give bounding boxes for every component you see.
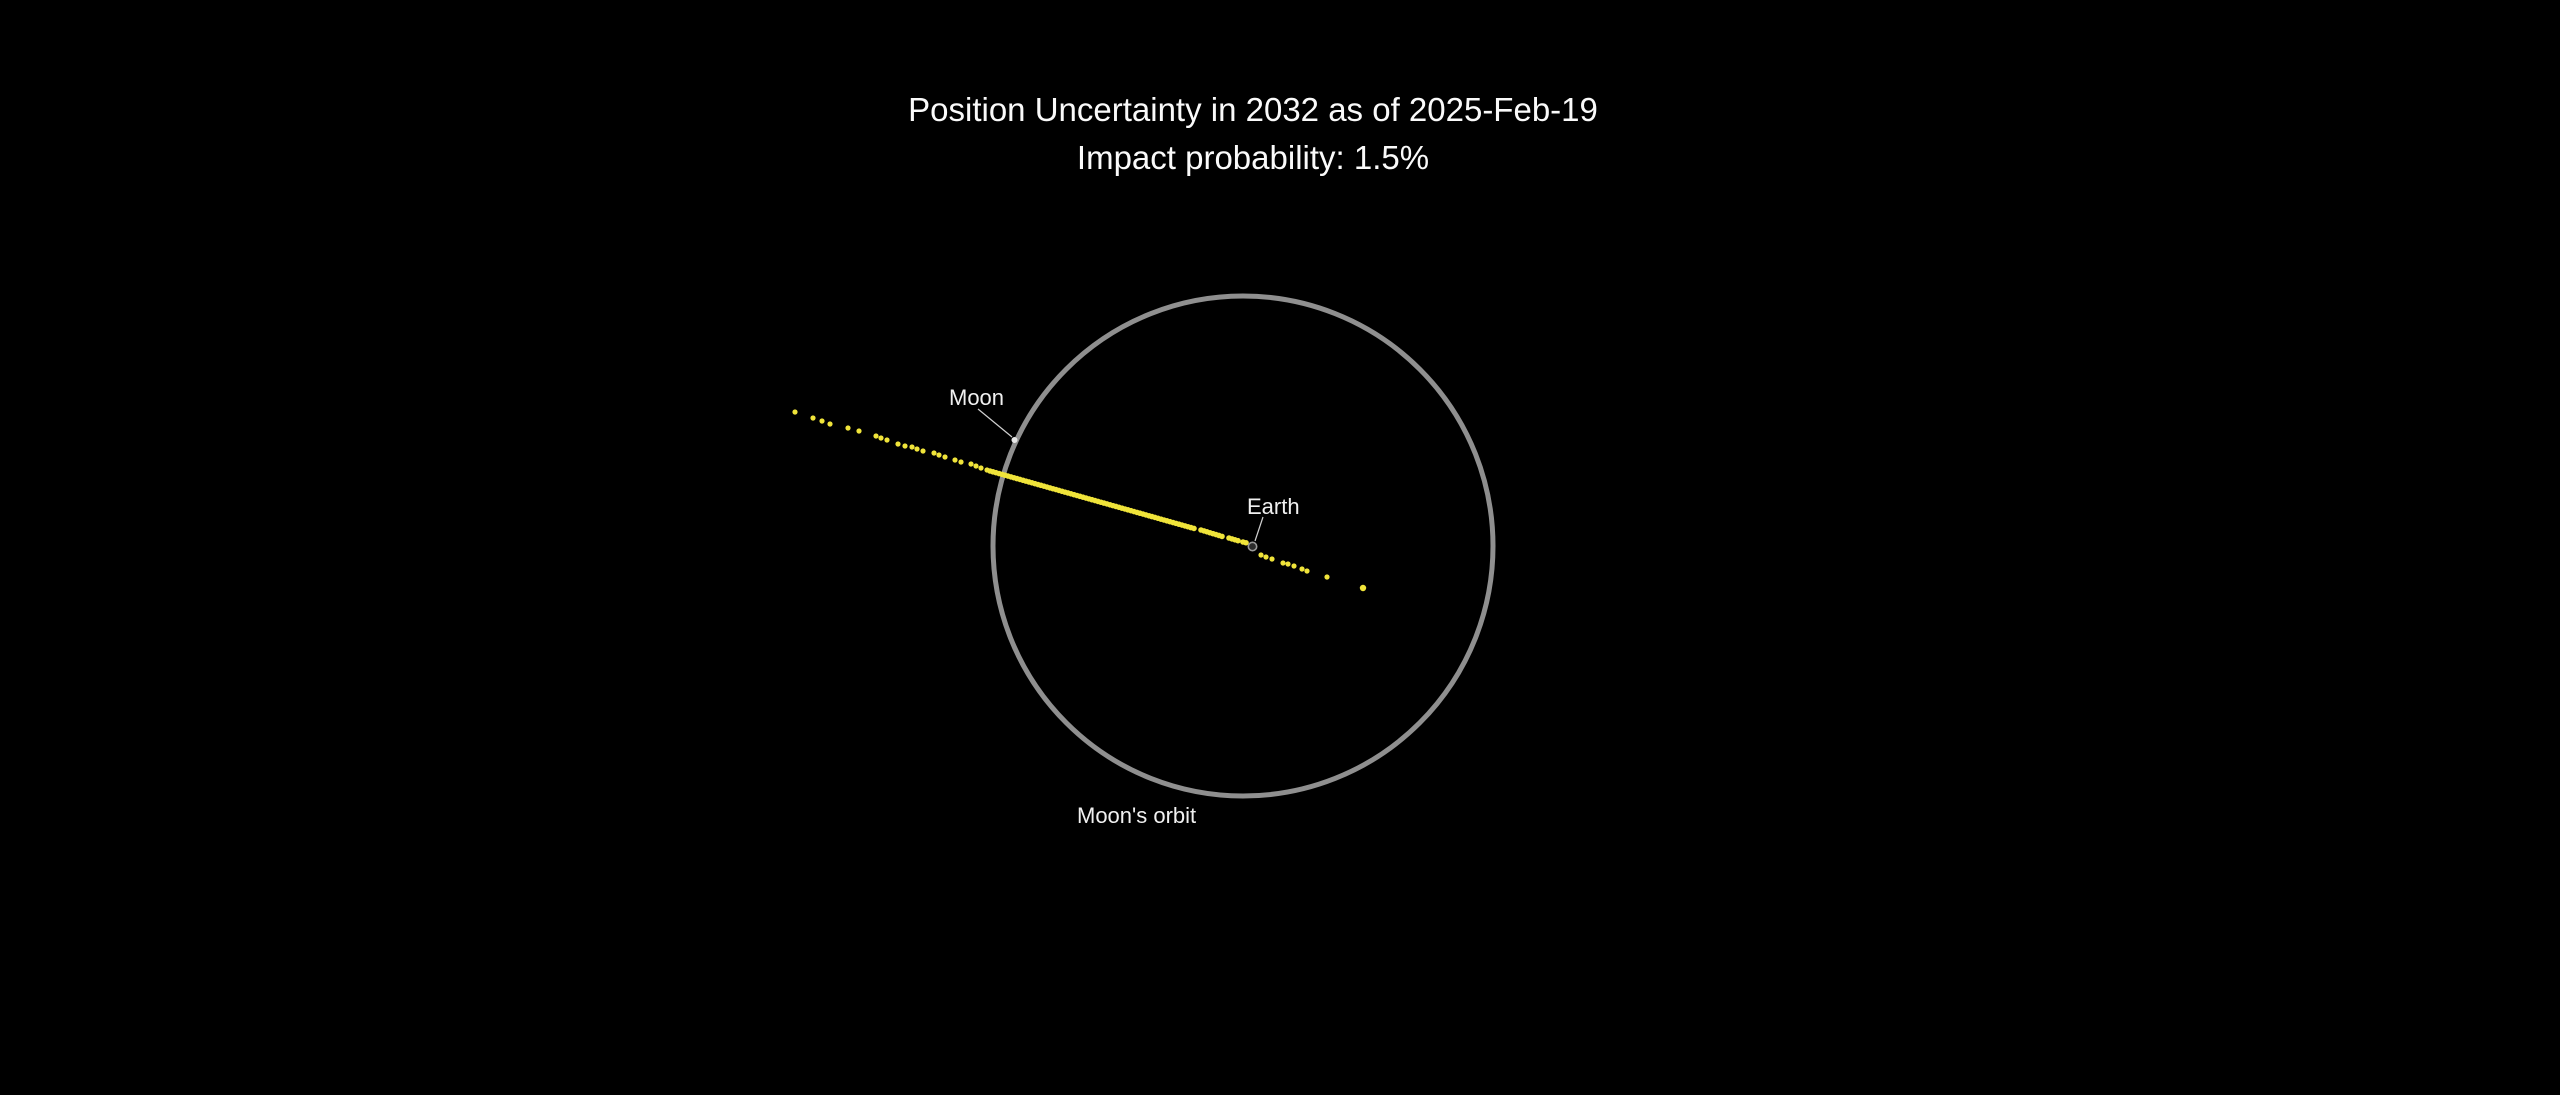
earth-marker [1247,541,1258,552]
chart-subtitle: Impact probability: 1.5% [1076,139,1430,176]
uncertainty-dot [810,415,816,421]
uncertainty-dot [1263,554,1269,560]
earth-pointer-line [1254,516,1264,542]
uncertainty-dot [1235,537,1241,544]
uncertainty-dot [856,428,862,434]
uncertainty-dot [978,465,984,471]
moon-label: Moon [949,385,1005,410]
moons-orbit-circle [990,293,1496,799]
uncertainty-dot [873,433,879,439]
earth-label: Earth [1247,494,1300,519]
uncertainty-dot [1258,552,1264,558]
uncertainty-dot [1304,568,1310,574]
uncertainty-dot [1299,566,1305,572]
uncertainty-dot [792,409,798,415]
chart-title: Position Uncertainty in 2032 as of 2025-… [908,91,1598,128]
moon-marker [1011,437,1018,443]
uncertainty-dot [845,425,851,431]
moon-pointer-line [977,408,1013,438]
uncertainty-dot [1285,561,1291,567]
uncertainty-dot [1359,584,1367,592]
uncertainty-dot [942,454,948,460]
uncertainty-dot [984,467,990,473]
uncertainty-dot [895,441,901,447]
moons-orbit-label: Moon's orbit [1077,803,1197,828]
uncertainty-dot [936,452,942,458]
uncertainty-dot [914,446,920,452]
uncertainty-dot [1269,556,1275,562]
uncertainty-dot [920,448,926,454]
uncertainty-dot [973,463,979,469]
uncertainty-dot [819,418,825,424]
uncertainty-dot [952,457,958,463]
uncertainty-dot [1243,539,1249,546]
uncertainty-dot [909,444,915,450]
uncertainty-dot [968,461,974,467]
uncertainty-dot [884,437,890,443]
uncertainty-dot [1191,525,1197,532]
uncertainty-dot [878,435,884,441]
uncertainty-dot [1291,563,1297,569]
uncertainty-dot [931,450,937,456]
uncertainty-dot [1280,560,1286,566]
uncertainty-dot [1324,574,1330,580]
uncertainty-dot [958,459,964,465]
title-block: Position Uncertainty in 2032 as of 2025-… [753,86,1753,182]
uncertainty-dot [1219,533,1225,540]
uncertainty-dot [827,421,833,427]
uncertainty-dot [902,443,908,449]
